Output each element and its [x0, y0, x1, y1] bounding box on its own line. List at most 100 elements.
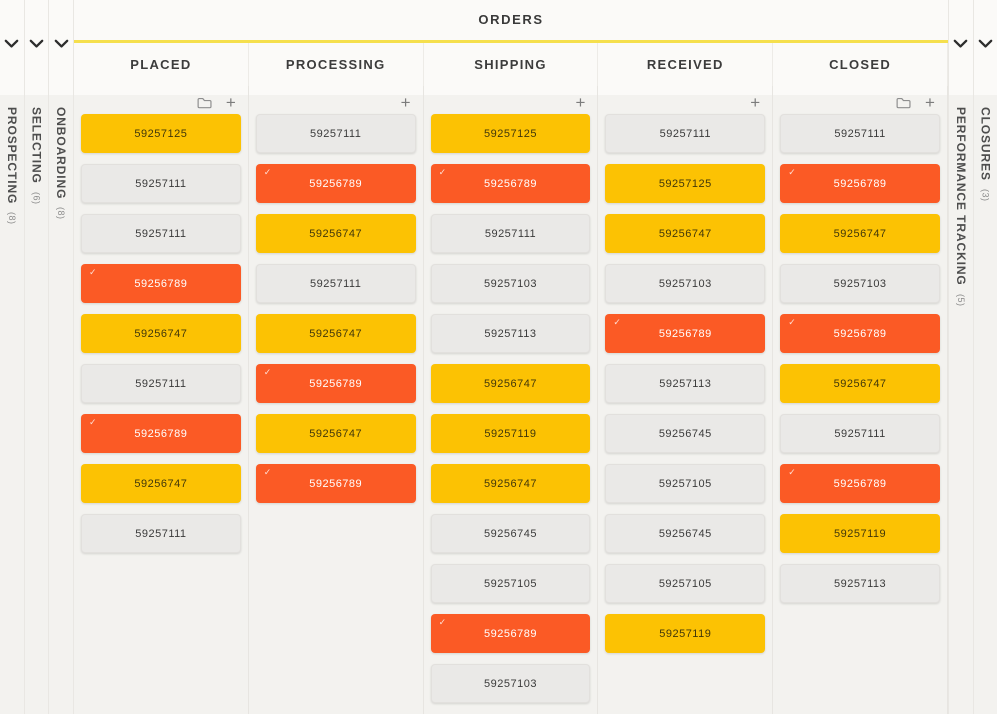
order-card[interactable]: 59257105 — [605, 464, 766, 503]
order-id: 59256745 — [658, 527, 712, 540]
order-id: 59257111 — [834, 427, 886, 440]
order-id: 59256789 — [833, 477, 887, 490]
order-id: 59256747 — [658, 227, 712, 240]
order-card[interactable]: 59257125 — [605, 164, 766, 203]
order-card[interactable]: ✓ 59256789 — [430, 614, 591, 653]
chevron-down-icon — [978, 39, 993, 48]
order-card[interactable]: 59257119 — [430, 414, 591, 453]
order-card[interactable]: 59257111 — [81, 214, 241, 253]
order-card[interactable]: 59257111 — [81, 364, 241, 403]
plus-icon: + — [925, 93, 935, 112]
order-card[interactable]: 59257103 — [430, 264, 591, 303]
order-card[interactable]: 59256747 — [81, 314, 241, 353]
expand-column-button-onboarding[interactable] — [49, 0, 73, 95]
expand-column-button-prospecting[interactable] — [0, 0, 24, 95]
folder-icon — [896, 97, 911, 109]
order-card[interactable]: ✓ 59256789 — [255, 364, 416, 403]
column-closed: +59257111 ✓ 59256789 59256747 59257103 ✓ 59256… — [773, 86, 948, 714]
collapsed-column-label: SELECTING (6) — [30, 95, 44, 714]
order-card[interactable]: 59256745 — [430, 514, 591, 553]
order-id: 59257111 — [135, 527, 187, 540]
column-processing: +59257111 ✓ 59256789 59256747 59257111 592567… — [249, 86, 424, 714]
order-card[interactable]: ✓ 59256789 — [255, 464, 416, 503]
order-card[interactable]: 59256747 — [605, 214, 766, 253]
add-card-button[interactable]: + — [226, 94, 236, 111]
check-icon: ✓ — [89, 417, 98, 427]
order-card[interactable]: 59257119 — [780, 514, 940, 553]
order-card[interactable]: 59256745 — [605, 514, 766, 553]
order-card[interactable]: ✓ 59256789 — [605, 314, 766, 353]
expand-column-button-selecting[interactable] — [25, 0, 49, 95]
order-card[interactable]: 59256747 — [780, 364, 940, 403]
order-card[interactable]: 59257111 — [780, 414, 940, 453]
group-cards-button[interactable] — [895, 96, 912, 110]
order-card[interactable]: 59257111 — [81, 514, 241, 553]
order-card[interactable]: ✓ 59256789 — [780, 314, 940, 353]
order-card[interactable]: 59257111 — [780, 114, 940, 153]
group-cards-button[interactable] — [196, 96, 213, 110]
order-id: 59257125 — [484, 127, 537, 140]
order-card[interactable]: 59257111 — [605, 114, 766, 153]
expand-column-button-closures[interactable] — [974, 0, 997, 95]
order-card[interactable]: 59257125 — [81, 114, 241, 153]
collapsed-column-name: ONBOARDING — [54, 107, 69, 200]
order-card[interactable]: 59257105 — [605, 564, 766, 603]
add-card-button[interactable]: + — [925, 93, 935, 112]
expand-column-button-performance-tracking[interactable] — [949, 0, 973, 95]
order-card[interactable]: 59257111 — [255, 114, 416, 153]
order-card[interactable]: 59257113 — [430, 314, 591, 353]
order-card[interactable]: ✓ 59256789 — [81, 264, 241, 303]
order-card[interactable]: 59257113 — [780, 564, 940, 603]
order-card[interactable]: 59257125 — [430, 114, 591, 153]
order-id: 59256745 — [658, 427, 712, 440]
order-card[interactable]: 59256747 — [81, 464, 241, 503]
collapsed-column-onboarding: ONBOARDING (8) — [49, 0, 75, 714]
order-card[interactable]: 59257103 — [780, 264, 940, 303]
order-id: 59256747 — [134, 477, 188, 490]
check-icon: ✓ — [89, 267, 98, 277]
order-card[interactable]: 59256747 — [780, 214, 940, 253]
order-card[interactable]: ✓ 59256789 — [780, 464, 940, 503]
order-id: 59256789 — [484, 627, 537, 640]
order-card[interactable]: 59257105 — [430, 564, 591, 603]
order-id: 59257119 — [834, 527, 887, 540]
chevron-down-icon — [29, 39, 44, 48]
order-card[interactable]: 59257111 — [81, 164, 241, 203]
order-card[interactable]: ✓ 59256789 — [81, 414, 241, 453]
column-headers-row: PLACED PROCESSING SHIPPING RECEIVED CLOSED — [74, 42, 948, 86]
order-card[interactable]: 59257113 — [605, 364, 766, 403]
chevron-down-icon — [953, 39, 968, 48]
right-collapsed-rail: PERFORMANCE TRACKING (5) CLOSURES (3) — [948, 0, 997, 714]
add-card-button[interactable]: + — [575, 94, 585, 111]
order-card[interactable]: 59256747 — [255, 414, 416, 453]
column-header-processing: PROCESSING — [249, 42, 424, 86]
order-card[interactable]: ✓ 59256789 — [430, 164, 591, 203]
add-card-button[interactable]: + — [401, 94, 411, 111]
order-id: 59256789 — [309, 377, 363, 390]
order-card[interactable]: 59257119 — [605, 614, 766, 653]
check-icon: ✓ — [263, 167, 272, 177]
order-id: 59257103 — [658, 277, 712, 290]
folder-icon — [197, 97, 212, 109]
order-card[interactable]: 59257111 — [430, 214, 591, 253]
collapsed-column-label: PERFORMANCE TRACKING (5) — [954, 95, 968, 714]
order-card[interactable]: 59256747 — [430, 464, 591, 503]
order-card[interactable]: ✓ 59256789 — [255, 164, 416, 203]
collapsed-column-name: PERFORMANCE TRACKING — [953, 107, 968, 286]
order-card[interactable]: 59256747 — [255, 314, 416, 353]
order-card[interactable]: 59256747 — [430, 364, 591, 403]
check-icon: ✓ — [438, 617, 447, 627]
collapsed-column-name: PROSPECTING — [4, 107, 19, 205]
order-card[interactable]: 59257111 — [255, 264, 416, 303]
order-id: 59256789 — [309, 177, 363, 190]
order-card[interactable]: 59257103 — [430, 664, 591, 703]
check-icon: ✓ — [788, 317, 797, 327]
order-card[interactable]: 59257103 — [605, 264, 766, 303]
order-card[interactable]: ✓ 59256789 — [780, 164, 940, 203]
order-card[interactable]: 59256747 — [255, 214, 416, 253]
add-card-button[interactable]: + — [750, 94, 760, 111]
collapsed-column-label: ONBOARDING (8) — [54, 95, 68, 714]
board-title: ORDERS — [478, 12, 544, 28]
order-card[interactable]: 59256745 — [605, 414, 766, 453]
column-received: +59257111 59257125 59256747 59257103 ✓ 592567… — [598, 86, 774, 714]
